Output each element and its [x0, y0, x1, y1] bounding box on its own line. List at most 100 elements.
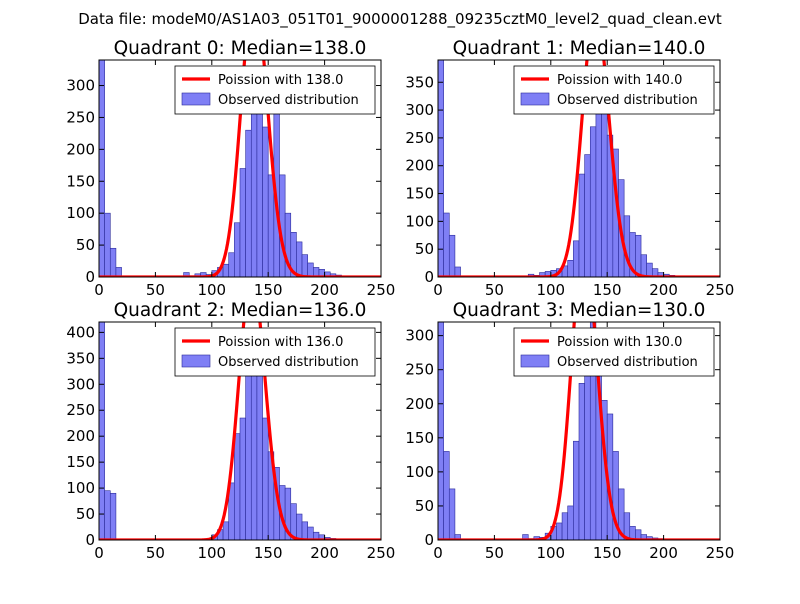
histogram-bar: [239, 168, 246, 277]
x-tick-label: 100: [536, 544, 565, 562]
y-tick-label: 400: [66, 323, 95, 341]
histogram-bar: [561, 512, 569, 540]
y-tick-label: 200: [405, 157, 434, 175]
x-tick-label: 250: [367, 544, 396, 562]
histogram-bar: [256, 368, 263, 540]
histogram-bar: [556, 522, 563, 540]
x-tick-label: 150: [254, 281, 283, 299]
x-tick-label: 150: [593, 544, 622, 562]
axes-frame: [98, 321, 382, 541]
y-tick-label: 300: [66, 375, 95, 393]
histogram-bar: [448, 488, 456, 540]
histogram-bar: [262, 126, 269, 277]
histogram-bar: [640, 254, 647, 277]
y-tick-label: 50: [415, 240, 434, 258]
legend: Poission with 136.0 Observed distribution: [174, 327, 376, 377]
histogram-bar: [595, 109, 602, 277]
axes-frame: [437, 59, 721, 278]
histogram-bar: [250, 110, 258, 277]
y-tick-label: 100: [66, 204, 95, 222]
legend-bar-swatch: [181, 92, 211, 106]
plot-area: [438, 60, 720, 277]
y-tick-label: 150: [405, 429, 434, 447]
x-tick-label: 100: [197, 281, 226, 299]
histogram-bar: [601, 109, 608, 277]
histogram-bar: [104, 212, 111, 277]
histogram-bar: [222, 521, 230, 540]
histogram-bar: [578, 173, 585, 277]
legend-bar-swatch: [520, 92, 550, 106]
y-tick-label: 250: [66, 401, 95, 419]
poisson-curve: [99, 60, 381, 277]
subplot-quadrant-3: 0 50 100 150 200 250 0 50 100 150 200 250 300 Quadran…: [405, 300, 734, 562]
histogram-bar: [301, 521, 308, 540]
subplot-title: Quadrant 2: Median=136.0: [114, 300, 367, 321]
y-tick-label: 300: [66, 77, 95, 95]
histogram-bar: [222, 263, 230, 277]
subplot-title: Quadrant 0: Median=138.0: [114, 38, 367, 59]
histogram-bar: [99, 60, 105, 277]
x-tick-label: 0: [94, 544, 104, 562]
histogram-bar: [239, 417, 246, 540]
plot-area: [99, 60, 381, 277]
x-tick-label: 0: [94, 281, 104, 299]
histogram-bar: [267, 174, 275, 277]
x-tick-label: 50: [146, 544, 165, 562]
y-tick-label: 0: [85, 268, 95, 286]
axes-frame: [98, 59, 382, 278]
histogram-bar: [296, 241, 303, 277]
x-tick-label: 0: [433, 281, 443, 299]
y-tick-label: 150: [66, 453, 95, 471]
legend-box: [513, 65, 715, 115]
histogram-bar: [115, 267, 122, 277]
histogram-bar: [262, 417, 269, 540]
x-tick-label: 200: [310, 544, 339, 562]
legend-box: [174, 65, 376, 115]
y-tick-label: 150: [66, 172, 95, 190]
y-tick-label: 0: [424, 531, 434, 549]
poisson-curve: [438, 60, 720, 277]
x-tick-label: 200: [649, 544, 678, 562]
histogram-bar: [584, 352, 591, 540]
legend-bar-label: Observed distribution: [557, 355, 698, 370]
histogram-bar: [567, 260, 574, 277]
figure-suptitle: Data file: modeM0/AS1A03_051T01_90000012…: [78, 10, 722, 29]
legend-line-label: Poission with 136.0: [218, 335, 343, 350]
y-tick-label: 200: [66, 140, 95, 158]
x-tick-label: 0: [433, 544, 443, 562]
subplot-grid: 0 50 100 150 200 250 0 50 100 150 200 250 300 Quadran…: [66, 38, 734, 562]
subplot-quadrant-0: 0 50 100 150 200 250 0 50 100 150 200 250 300 Quadran…: [66, 38, 396, 299]
legend: Poission with 130.0 Observed distribution: [513, 327, 715, 377]
legend: Poission with 138.0 Observed distribution: [174, 65, 376, 115]
histogram-bar: [573, 440, 580, 540]
histogram-bar: [443, 212, 450, 277]
legend-bar-label: Observed distribution: [218, 93, 359, 108]
y-tick-label: 150: [405, 185, 434, 203]
y-tick-label: 0: [85, 531, 95, 549]
histogram-bar: [307, 262, 314, 277]
histogram-bar: [448, 234, 456, 277]
y-tick-label: 300: [405, 101, 434, 119]
histogram-bar: [438, 60, 444, 277]
legend-box: [174, 327, 376, 377]
axes-frame: [437, 321, 721, 541]
y-tick-label: 50: [415, 497, 434, 515]
x-tick-label: 250: [367, 281, 396, 299]
histogram-bar: [234, 222, 241, 277]
histogram-bar: [567, 505, 574, 540]
histogram-bar: [454, 266, 461, 277]
x-tick-label: 100: [536, 281, 565, 299]
y-tick-label: 250: [405, 129, 434, 147]
legend-bar-label: Observed distribution: [218, 355, 359, 370]
x-tick-label: 50: [485, 281, 504, 299]
histogram-bar: [646, 262, 653, 277]
y-tick-label: 350: [66, 349, 95, 367]
histogram-bar: [635, 234, 642, 277]
subplot-title: Quadrant 3: Median=130.0: [453, 300, 706, 321]
x-tick-label: 200: [310, 281, 339, 299]
x-tick-label: 150: [254, 544, 283, 562]
y-tick-label: 100: [405, 212, 434, 230]
y-tick-label: 200: [66, 427, 95, 445]
x-tick-label: 200: [649, 281, 678, 299]
